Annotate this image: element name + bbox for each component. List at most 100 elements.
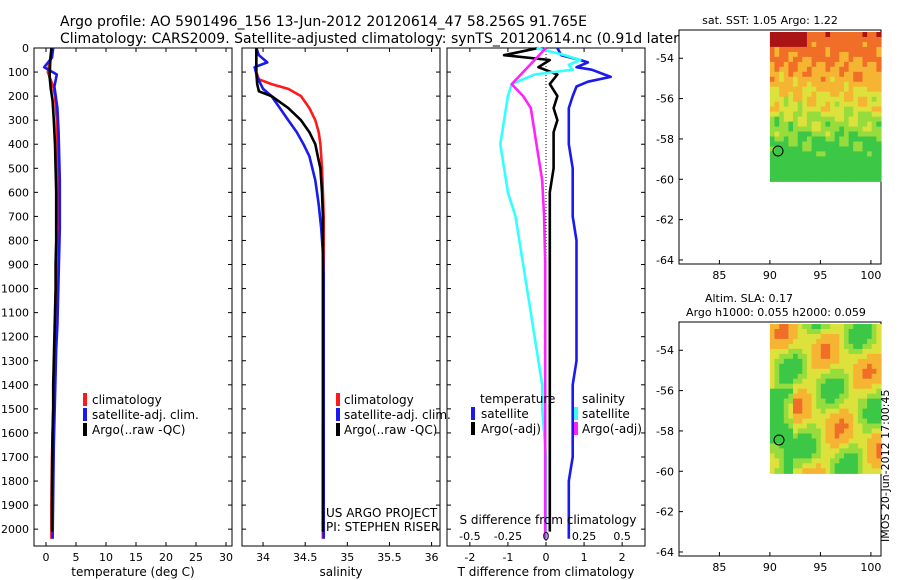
heatmap-cell xyxy=(844,458,850,464)
heatmap-cell xyxy=(811,448,817,454)
heatmap-cell xyxy=(802,51,808,58)
heatmap-cell xyxy=(857,438,864,445)
heatmap-cell xyxy=(820,453,826,459)
heatmap-cell xyxy=(769,443,776,449)
heatmap-cell xyxy=(774,388,780,395)
heatmap-cell xyxy=(783,51,789,58)
heatmap-cell xyxy=(862,443,868,449)
heatmap-cell xyxy=(871,81,877,88)
heatmap-cell xyxy=(806,413,813,420)
legend-label: satellite xyxy=(481,407,529,421)
heatmap-cell xyxy=(844,151,850,157)
heatmap-cell xyxy=(867,428,873,435)
heatmap-cell xyxy=(806,448,813,454)
heatmap-cell xyxy=(802,91,808,98)
heatmap-cell xyxy=(820,463,826,469)
heatmap-cell xyxy=(848,56,854,63)
heatmap-cell xyxy=(788,448,794,454)
heatmap-cell xyxy=(779,428,785,435)
heatmap-cell xyxy=(774,32,780,38)
heatmap-cell xyxy=(848,66,854,73)
heatmap-cell xyxy=(862,156,868,162)
heatmap-cell xyxy=(844,363,850,370)
heatmap-cell xyxy=(867,463,873,469)
heatmap-cell xyxy=(862,46,868,53)
heatmap-cell xyxy=(793,136,799,143)
heatmap-cell xyxy=(830,136,836,143)
heatmap-cell xyxy=(806,116,813,123)
heatmap-cell xyxy=(871,468,877,474)
heatmap-cell xyxy=(811,171,817,177)
heatmap-cell xyxy=(802,334,808,340)
heatmap-cell xyxy=(797,448,803,454)
heatmap-cell xyxy=(876,116,882,123)
depth-tick-label: 800 xyxy=(8,234,29,247)
heatmap-cell xyxy=(774,403,780,410)
heatmap-cell xyxy=(811,428,817,435)
heatmap-cell xyxy=(876,76,882,83)
heatmap-cell xyxy=(797,368,803,375)
heatmap-cell xyxy=(867,37,873,43)
heatmap-cell xyxy=(788,46,794,53)
heatmap-cell xyxy=(857,66,864,73)
heatmap-cell xyxy=(848,348,854,355)
heatmap-cell xyxy=(834,433,840,440)
heatmap-cell xyxy=(802,363,808,370)
heatmap-cell xyxy=(848,358,854,365)
x-tick-label: 0 xyxy=(43,551,50,564)
heatmap-cell xyxy=(797,166,803,172)
heatmap-cell xyxy=(830,458,836,464)
heatmap-cell xyxy=(797,131,803,138)
heatmap-cell xyxy=(862,448,868,454)
heatmap-cell xyxy=(848,408,854,415)
heatmap-cell xyxy=(788,453,794,459)
heatmap-cell xyxy=(848,423,854,430)
heatmap-cell xyxy=(830,438,836,445)
heatmap-cell xyxy=(774,378,780,385)
heatmap-cell xyxy=(797,51,803,58)
sla-heatmap xyxy=(769,324,882,474)
heatmap-cell xyxy=(783,111,789,118)
heatmap-cell xyxy=(867,334,873,340)
salinity-curves xyxy=(253,47,326,539)
heatmap-cell xyxy=(871,176,877,182)
heatmap-cell xyxy=(774,358,780,365)
heatmap-cell xyxy=(811,76,817,83)
heatmap-cell xyxy=(797,136,803,143)
heatmap-cell xyxy=(825,388,831,395)
heatmap-cell xyxy=(783,61,789,68)
heatmap-cell xyxy=(806,338,813,345)
heatmap-cell xyxy=(820,343,826,350)
heatmap-cell xyxy=(783,161,789,167)
heatmap-cell xyxy=(876,458,882,464)
heatmap-cell xyxy=(811,81,817,88)
heatmap-cell xyxy=(769,453,776,459)
heatmap-cell xyxy=(806,329,813,335)
heatmap-cell xyxy=(802,443,808,449)
heatmap-cell xyxy=(871,448,877,454)
depth-tick-label: 0 xyxy=(22,42,29,55)
heatmap-cell xyxy=(769,343,776,350)
heatmap-cell xyxy=(825,131,831,138)
heatmap-cell xyxy=(839,56,845,63)
heatmap-cell xyxy=(876,91,882,98)
heatmap-cell xyxy=(853,116,859,123)
heatmap-cell xyxy=(769,101,776,108)
heatmap-cell xyxy=(825,166,831,172)
heatmap-cell xyxy=(862,393,868,400)
heatmap-cell xyxy=(802,358,808,365)
heatmap-cell xyxy=(848,353,854,360)
heatmap-cell xyxy=(867,468,873,474)
heatmap-cell xyxy=(797,353,803,360)
heatmap-cell xyxy=(806,463,813,469)
heatmap-cell xyxy=(811,363,817,370)
heatmap-cell xyxy=(839,46,845,53)
heatmap-cell xyxy=(830,383,836,390)
heatmap-cell xyxy=(779,348,785,355)
heatmap-cell xyxy=(774,408,780,415)
heatmap-cell xyxy=(816,448,822,454)
heatmap-cell xyxy=(839,42,845,48)
heatmap-cell xyxy=(830,423,836,430)
heatmap-cell xyxy=(811,136,817,143)
heatmap-cell xyxy=(820,81,826,88)
